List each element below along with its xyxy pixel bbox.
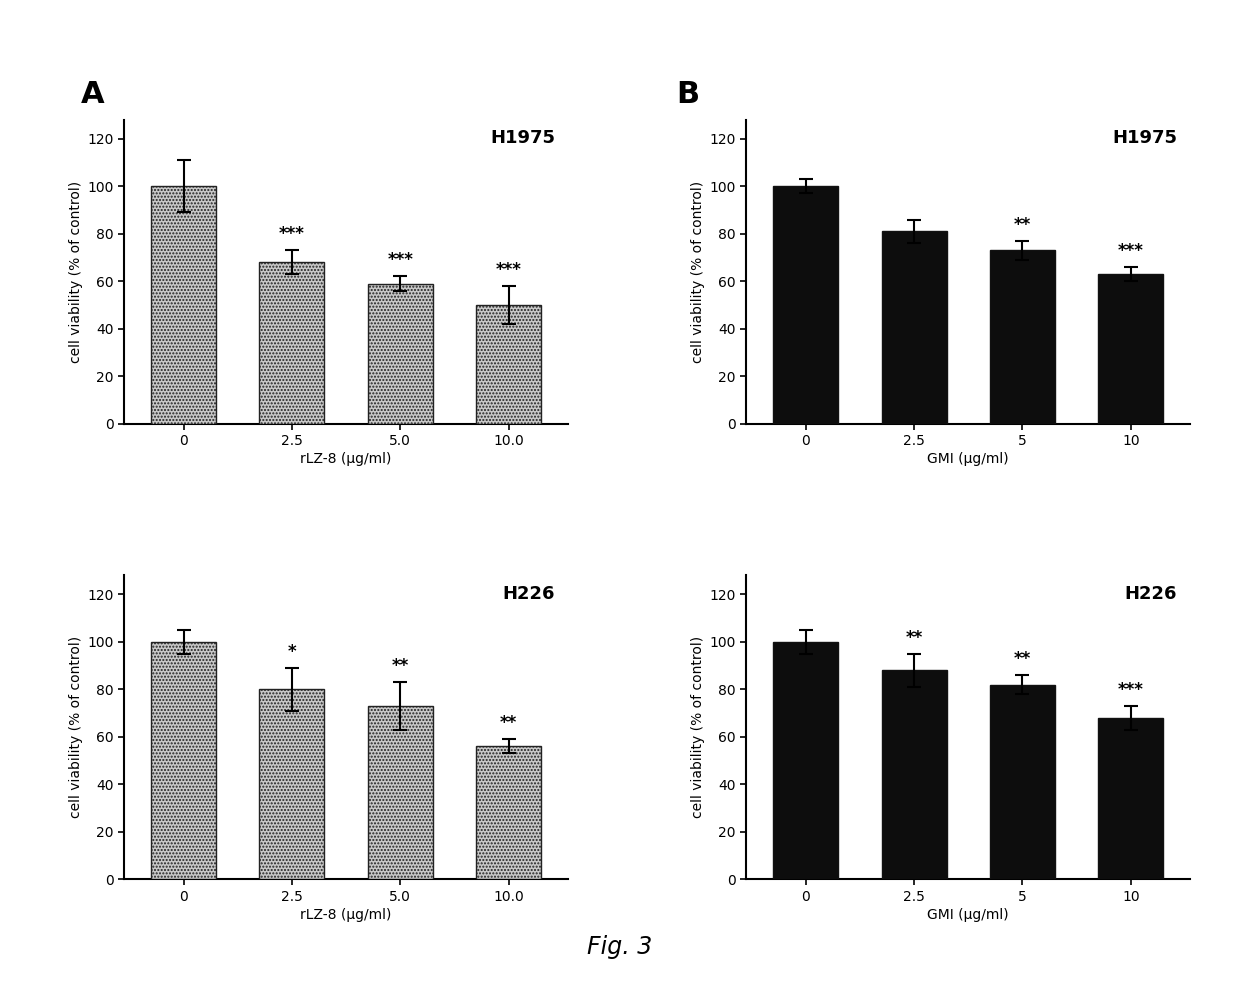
X-axis label: GMI (μg/ml): GMI (μg/ml) (928, 453, 1009, 467)
Bar (774, 641, 838, 879)
Text: ***: *** (279, 225, 305, 243)
Bar (990, 684, 1055, 879)
Text: H1975: H1975 (1112, 129, 1177, 147)
Bar (990, 251, 1055, 424)
Text: **: ** (500, 714, 517, 732)
Text: ***: *** (387, 252, 413, 270)
Text: **: ** (905, 628, 923, 646)
Y-axis label: cell viability (% of control): cell viability (% of control) (69, 181, 83, 363)
Bar (368, 706, 433, 879)
Text: H226: H226 (502, 584, 556, 602)
Bar (476, 746, 541, 879)
Text: *: * (288, 642, 296, 661)
Text: **: ** (1014, 216, 1030, 234)
Text: **: ** (392, 657, 409, 675)
Bar (151, 641, 216, 879)
Bar (1099, 717, 1163, 879)
Bar (1099, 274, 1163, 424)
Y-axis label: cell viability (% of control): cell viability (% of control) (691, 636, 706, 818)
Bar (882, 232, 946, 424)
Text: ***: *** (1117, 680, 1143, 699)
X-axis label: rLZ-8 (μg/ml): rLZ-8 (μg/ml) (300, 453, 392, 467)
Text: **: ** (1014, 650, 1030, 668)
X-axis label: rLZ-8 (μg/ml): rLZ-8 (μg/ml) (300, 908, 392, 922)
Text: ***: *** (1117, 242, 1143, 260)
Bar (368, 284, 433, 424)
Bar (882, 670, 946, 879)
Text: B: B (676, 80, 699, 109)
Bar (476, 305, 541, 424)
Y-axis label: cell viability (% of control): cell viability (% of control) (69, 636, 83, 818)
Bar (259, 689, 325, 879)
Bar (151, 186, 216, 424)
Y-axis label: cell viability (% of control): cell viability (% of control) (691, 181, 706, 363)
Bar (774, 186, 838, 424)
Bar (259, 262, 325, 424)
Text: H1975: H1975 (490, 129, 556, 147)
Text: A: A (81, 80, 104, 109)
X-axis label: GMI (μg/ml): GMI (μg/ml) (928, 908, 1009, 922)
Text: Fig. 3: Fig. 3 (588, 935, 652, 959)
Text: ***: *** (496, 261, 522, 279)
Text: H226: H226 (1125, 584, 1177, 602)
